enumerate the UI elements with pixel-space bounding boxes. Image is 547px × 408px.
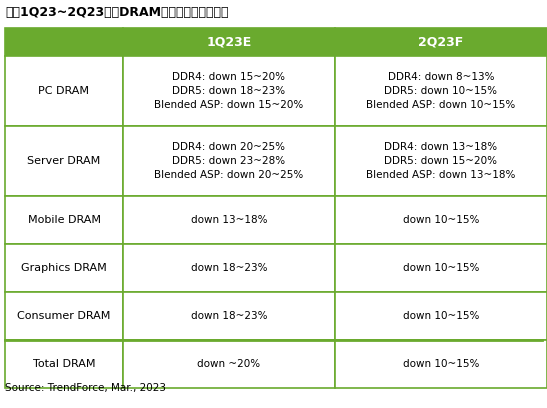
Text: down 10~15%: down 10~15% <box>403 311 479 321</box>
Text: down 10~15%: down 10~15% <box>403 359 479 369</box>
Bar <box>5 28 123 56</box>
Text: DDR4: down 13~18%
DDR5: down 15~20%
Blended ASP: down 13~18%: DDR4: down 13~18% DDR5: down 15~20% Blen… <box>366 142 516 180</box>
Bar <box>5 292 123 340</box>
Bar <box>335 340 547 388</box>
Text: down 10~15%: down 10~15% <box>403 263 479 273</box>
Text: down 13~18%: down 13~18% <box>191 215 267 225</box>
Text: 2Q23F: 2Q23F <box>418 35 464 49</box>
Bar <box>123 196 335 244</box>
Text: Total DRAM: Total DRAM <box>33 359 95 369</box>
Text: DDR4: down 15~20%
DDR5: down 18~23%
Blended ASP: down 15~20%: DDR4: down 15~20% DDR5: down 18~23% Blen… <box>154 71 304 111</box>
Text: Server DRAM: Server DRAM <box>27 156 101 166</box>
Text: Mobile DRAM: Mobile DRAM <box>27 215 101 225</box>
Bar <box>123 340 335 388</box>
Text: Consumer DRAM: Consumer DRAM <box>18 311 110 321</box>
Bar <box>123 28 335 56</box>
Bar <box>123 56 335 126</box>
Bar <box>335 196 547 244</box>
Text: 1Q23E: 1Q23E <box>206 35 252 49</box>
Bar <box>335 56 547 126</box>
Bar <box>335 292 547 340</box>
Bar <box>123 292 335 340</box>
Text: DDR4: down 20~25%
DDR5: down 23~28%
Blended ASP: down 20~25%: DDR4: down 20~25% DDR5: down 23~28% Blen… <box>154 142 304 180</box>
Bar <box>335 244 547 292</box>
Text: 表、1Q23~2Q23各类DRAM产品价格涨跌幅预测: 表、1Q23~2Q23各类DRAM产品价格涨跌幅预测 <box>5 5 229 18</box>
Bar <box>5 340 123 388</box>
Text: down 10~15%: down 10~15% <box>403 215 479 225</box>
Bar <box>123 244 335 292</box>
Text: Source: TrendForce, Mar., 2023: Source: TrendForce, Mar., 2023 <box>5 383 166 393</box>
Text: down 18~23%: down 18~23% <box>191 311 267 321</box>
Bar <box>335 28 547 56</box>
Bar <box>5 126 123 196</box>
Bar <box>5 56 123 126</box>
Bar <box>5 244 123 292</box>
Text: down 18~23%: down 18~23% <box>191 263 267 273</box>
Bar <box>5 196 123 244</box>
Text: Graphics DRAM: Graphics DRAM <box>21 263 107 273</box>
Bar <box>123 126 335 196</box>
Text: DDR4: down 8~13%
DDR5: down 10~15%
Blended ASP: down 10~15%: DDR4: down 8~13% DDR5: down 10~15% Blend… <box>366 71 516 111</box>
Text: PC DRAM: PC DRAM <box>38 86 90 96</box>
Bar <box>335 126 547 196</box>
Text: down ~20%: down ~20% <box>197 359 260 369</box>
